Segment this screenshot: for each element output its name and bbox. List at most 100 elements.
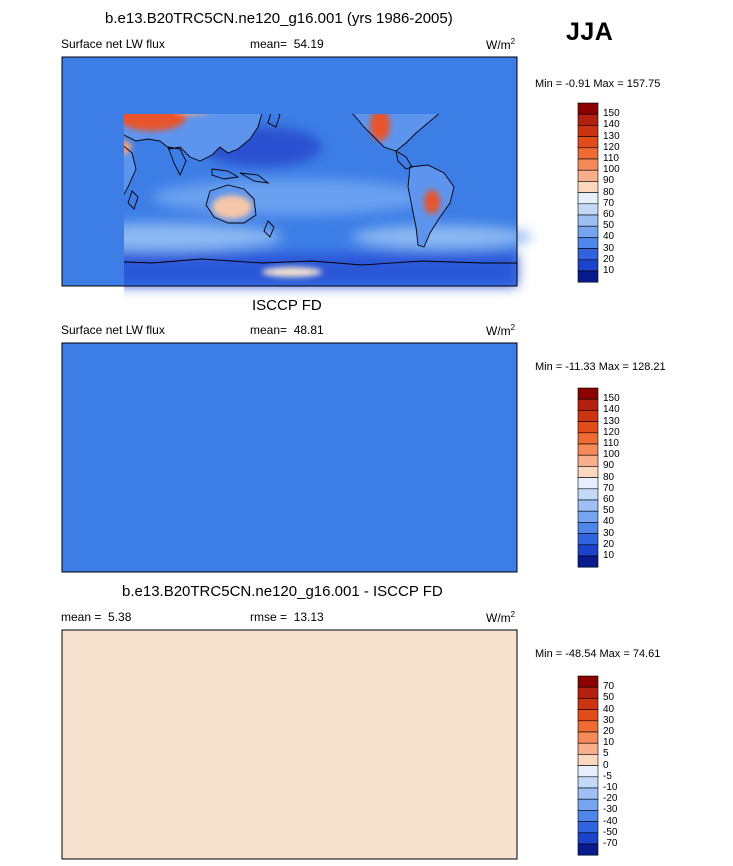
- colorbar-tick-label: 130: [603, 415, 620, 427]
- colorbar-tick-label: -20: [603, 793, 618, 805]
- panel1-mean: mean= 54.19: [250, 37, 324, 51]
- colorbar-box: [577, 248, 599, 261]
- colorbar-tick-label: 40: [603, 516, 615, 528]
- colorbar-tick-label: 100: [603, 164, 620, 176]
- colorbar-tick-label: 70: [603, 681, 615, 693]
- colorbar-tick-label: 20: [603, 726, 615, 737]
- colorbar-tick-label: 20: [603, 253, 615, 265]
- colorbar-box: [577, 709, 599, 722]
- panel1-mean-value: 54.19: [293, 37, 324, 51]
- panel2-mean: mean= 48.81: [250, 323, 324, 337]
- colorbar-tick-label: 130: [603, 130, 620, 142]
- colorbar-tick-label: -30: [603, 804, 618, 816]
- panel2-map: [61, 342, 518, 573]
- colorbar-tick-label: 10: [603, 737, 615, 749]
- colorbar-tick-label: 30: [603, 242, 615, 254]
- colorbar-box: [577, 192, 599, 205]
- colorbar-tick-label: 140: [603, 119, 620, 131]
- panel2-mean-value: 48.81: [293, 323, 324, 337]
- colorbar-tick-label: 80: [603, 186, 615, 198]
- colorbar-tick-label: 70: [603, 197, 615, 209]
- colorbar-box: [577, 410, 599, 422]
- colorbar-box: [577, 102, 599, 115]
- colorbar-box: [577, 698, 599, 710]
- panel2-units: W/m2: [486, 323, 515, 338]
- colorbar-box: [577, 214, 599, 227]
- colorbar-box: [577, 454, 599, 467]
- panel1-colorbar: [577, 102, 599, 283]
- panel2-units-text: W/m: [486, 324, 511, 338]
- panel2-title: ISCCP FD: [252, 297, 322, 314]
- colorbar-box: [577, 499, 599, 512]
- colorbar-tick-label: 100: [603, 449, 620, 461]
- colorbar-box: [577, 466, 599, 478]
- panel1-minmax: Min = -0.91 Max = 157.75: [535, 78, 661, 90]
- colorbar-box: [577, 742, 599, 755]
- colorbar-tick-label: 40: [603, 231, 615, 243]
- colorbar-tick-label: 30: [603, 714, 615, 726]
- colorbar-tick-label: 20: [603, 538, 615, 550]
- colorbar-box: [577, 787, 599, 800]
- colorbar-box: [577, 421, 599, 434]
- colorbar-box: [577, 158, 599, 171]
- panel3-rmse-label: rmse =: [250, 610, 288, 624]
- colorbar-box: [577, 754, 599, 766]
- colorbar-box: [577, 720, 599, 733]
- colorbar-tick-label: 0: [603, 759, 609, 771]
- colorbar-tick-label: 5: [603, 748, 609, 760]
- panel3-mean-label: mean =: [61, 610, 102, 624]
- colorbar-box: [577, 443, 599, 456]
- colorbar-box: [577, 522, 599, 534]
- panel3-map: [61, 629, 518, 860]
- colorbar-box: [577, 843, 599, 856]
- panel1-variable-label: Surface net LW flux: [61, 37, 165, 51]
- colorbar-tick-label: 140: [603, 404, 620, 416]
- panel3-rmse-value: 13.13: [293, 610, 324, 624]
- colorbar-box: [577, 477, 599, 490]
- colorbar-box: [577, 675, 599, 688]
- colorbar-tick-label: 60: [603, 209, 615, 220]
- colorbar-tick-label: 110: [603, 153, 619, 164]
- colorbar-box: [577, 555, 599, 568]
- colorbar-box: [577, 686, 599, 699]
- panel2-variable-label: Surface net LW flux: [61, 323, 165, 337]
- colorbar-tick-label: 10: [603, 265, 615, 276]
- panel3-units-sup: 2: [510, 610, 516, 619]
- colorbar-tick-label: 50: [603, 220, 615, 232]
- colorbar-tick-label: -50: [603, 826, 618, 838]
- colorbar-box: [577, 237, 599, 249]
- colorbar-box: [577, 136, 599, 149]
- colorbar-box: [577, 169, 599, 182]
- colorbar-tick-label: 120: [603, 141, 620, 153]
- panel1-units: W/m2: [486, 37, 515, 52]
- colorbar-box: [577, 125, 599, 137]
- colorbar-tick-label: -10: [603, 782, 618, 793]
- colorbar-box: [577, 113, 599, 126]
- colorbar-box: [577, 259, 599, 272]
- panel3-units-text: W/m: [486, 611, 511, 625]
- colorbar-tick-label: 90: [603, 175, 615, 187]
- panel1-title: b.e13.B20TRC5CN.ne120_g16.001 (yrs 1986-…: [105, 10, 453, 27]
- colorbar-tick-label: -70: [603, 838, 618, 849]
- colorbar-tick-label: 150: [603, 108, 620, 120]
- colorbar-tick-label: 30: [603, 527, 615, 539]
- colorbar-box: [577, 832, 599, 845]
- colorbar-tick-label: 50: [603, 692, 615, 704]
- panel3-colorbar: [577, 675, 599, 856]
- colorbar-box: [577, 798, 599, 811]
- colorbar-box: [577, 544, 599, 557]
- colorbar-box: [577, 181, 599, 193]
- season-label: JJA: [566, 18, 614, 46]
- colorbar-box: [577, 776, 599, 789]
- panel2-units-sup: 2: [510, 323, 516, 332]
- colorbar-box: [577, 731, 599, 744]
- colorbar-box: [577, 533, 599, 546]
- colorbar-tick-label: 80: [603, 471, 615, 483]
- colorbar-box: [577, 488, 599, 501]
- colorbar-box: [577, 398, 599, 411]
- panel2-mean-label: mean=: [250, 323, 288, 337]
- colorbar-tick-label: 50: [603, 505, 615, 517]
- colorbar-tick-label: 110: [603, 438, 619, 449]
- colorbar-tick-label: 70: [603, 482, 615, 494]
